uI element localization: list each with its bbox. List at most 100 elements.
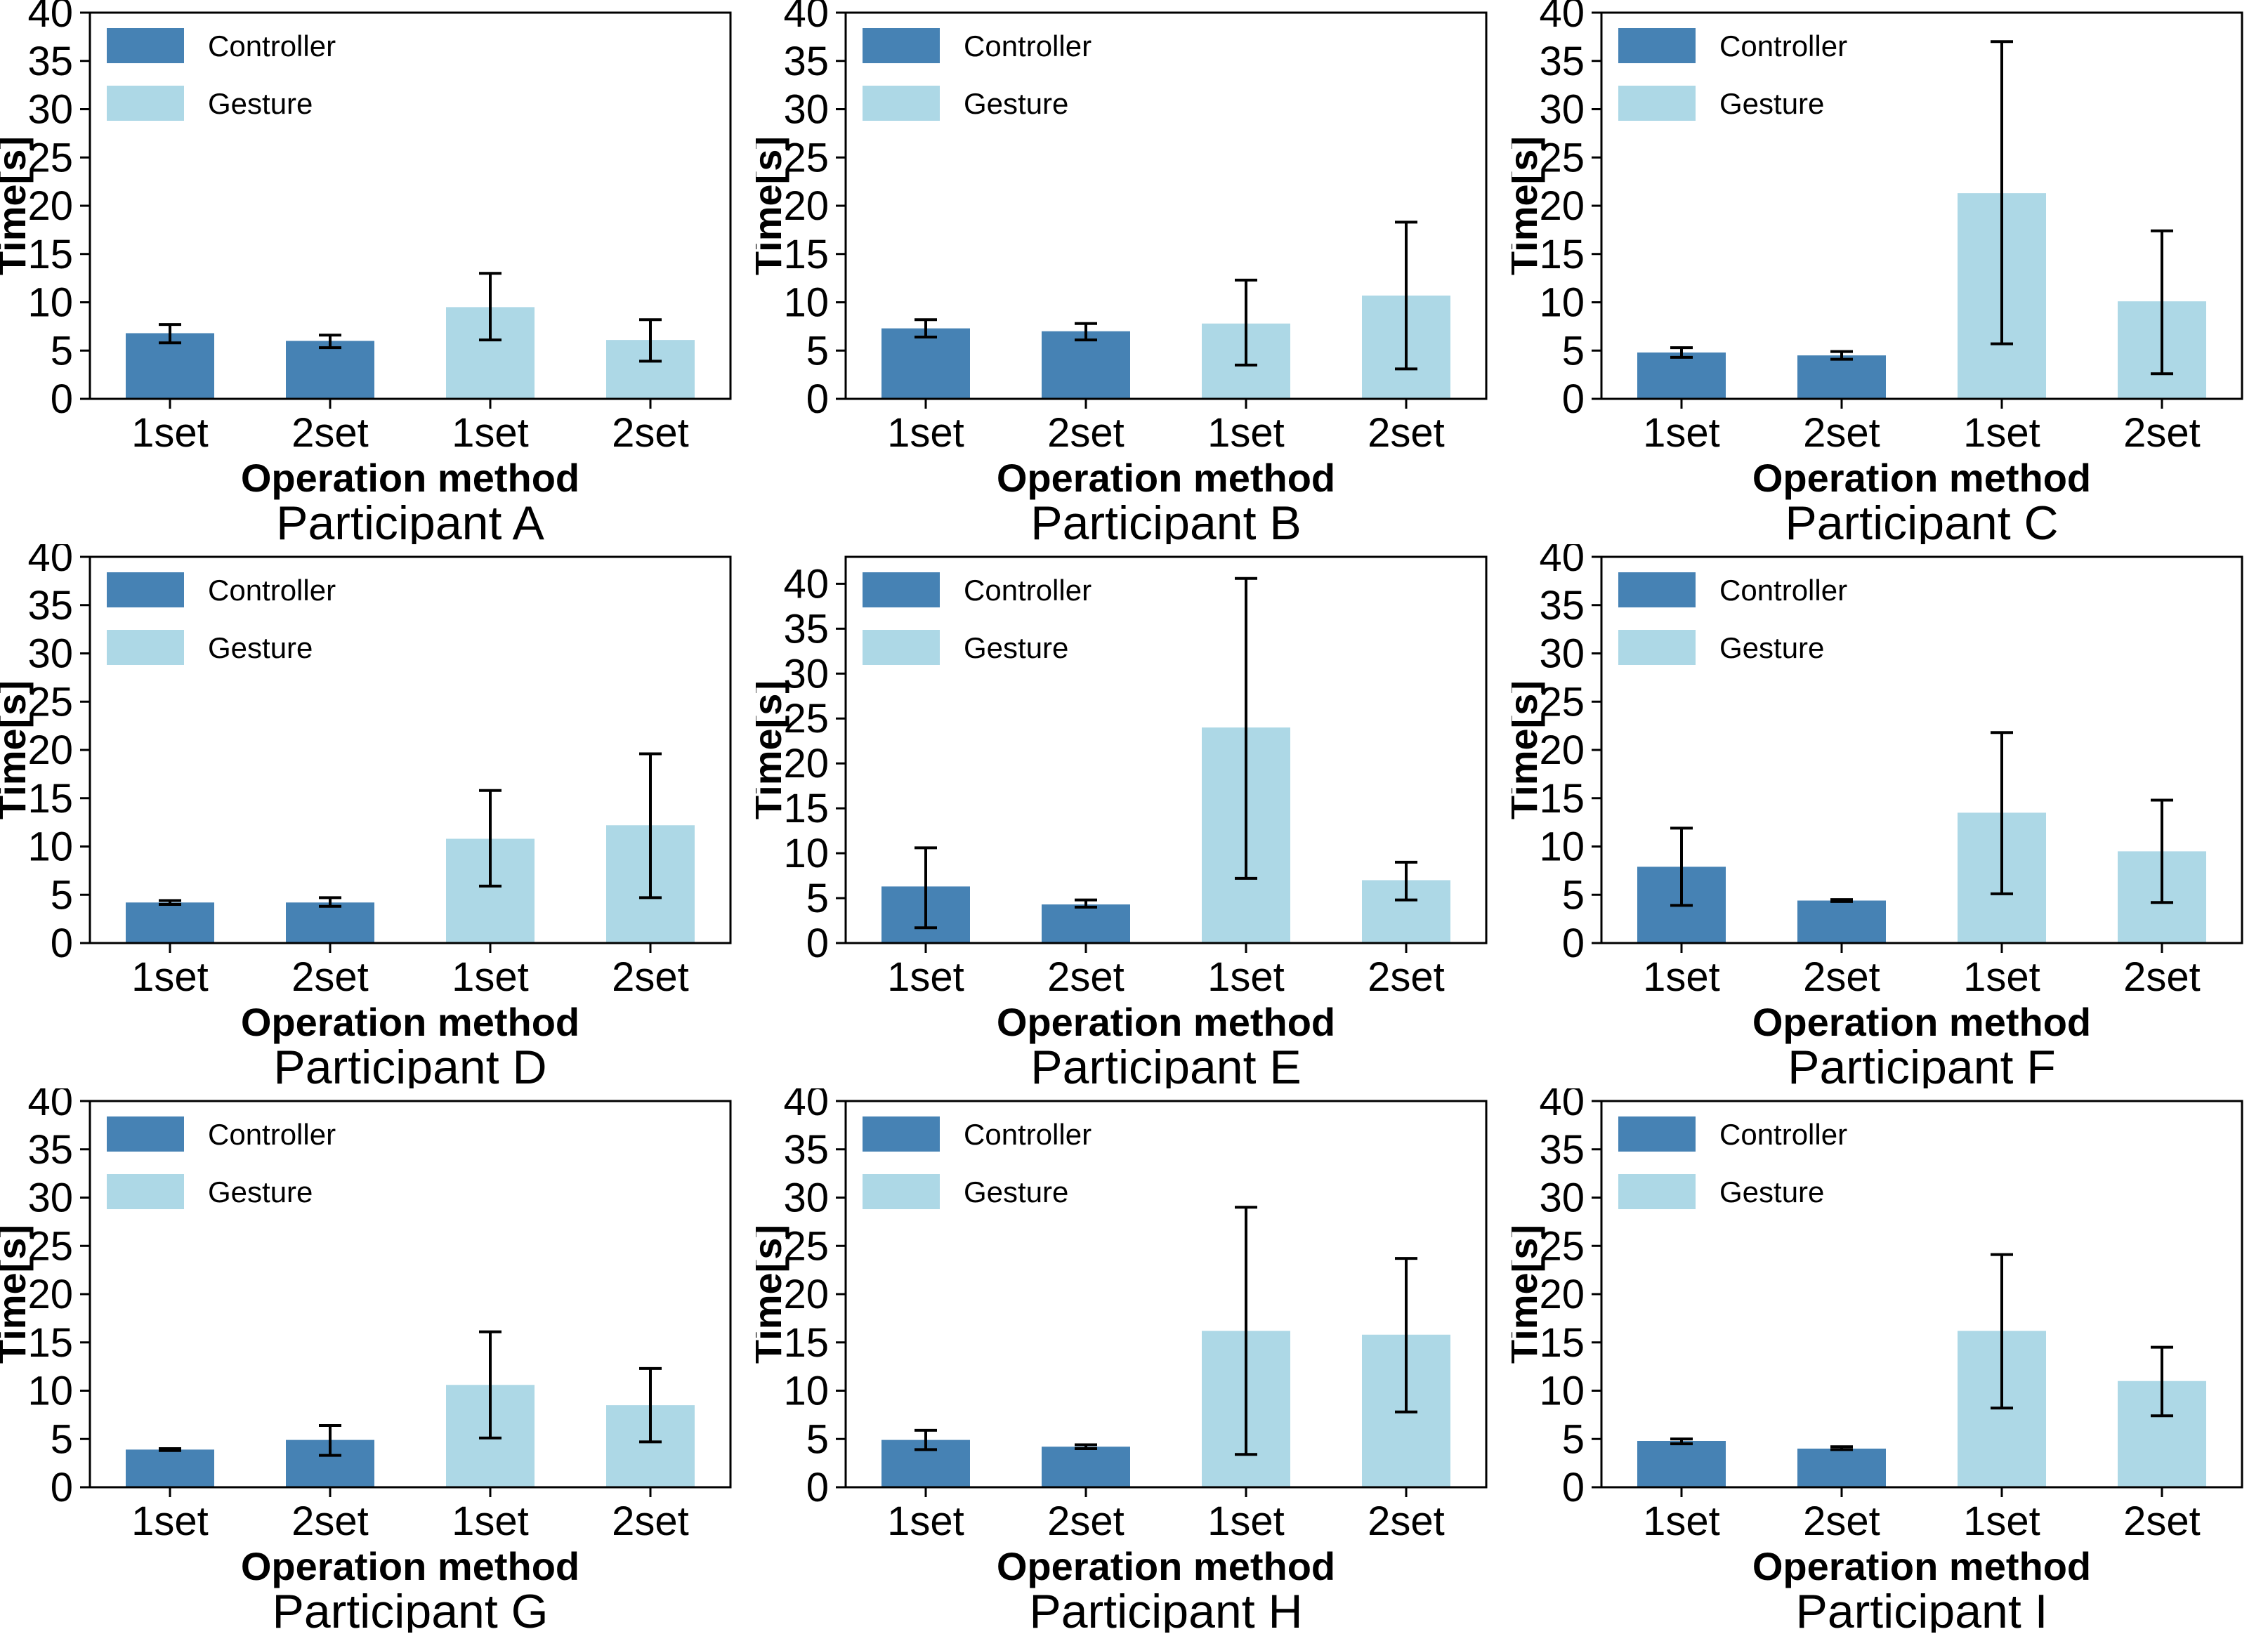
x-tick-label: 2set (291, 410, 369, 456)
legend-swatch-gesture (1618, 630, 1696, 665)
participant-chart-f: 0 5 10 15 20 25 30 35 40 Time[s] 1set 2set 1set 2set O… (1512, 544, 2267, 1088)
y-tick-label: 10 (27, 280, 73, 326)
participant-chart-a: 0 5 10 15 20 25 30 35 40 Time[s] 1set 2set 1set 2set O… (0, 0, 756, 544)
legend-swatch-gesture (863, 1174, 940, 1209)
x-tick-label: 2set (2123, 1498, 2201, 1544)
bar-controller-2set (1797, 900, 1886, 943)
x-tick-label: 2set (2123, 954, 2201, 1000)
legend-label: Controller (208, 29, 336, 62)
y-tick-label: 20 (783, 1272, 829, 1317)
legend-swatch-controller (1618, 1116, 1696, 1152)
x-tick-label: 2set (2123, 410, 2201, 456)
y-tick-label: 15 (27, 232, 73, 277)
plot-frame (844, 555, 1488, 944)
y-tick-label: 40 (1539, 544, 1585, 580)
y-tick-label: 40 (27, 544, 73, 580)
y-tick-label: 25 (783, 696, 829, 742)
y-tick-label: 30 (27, 87, 73, 133)
y-tick-label: 30 (1539, 631, 1585, 677)
chart-title: Participant F (1788, 1041, 2056, 1088)
y-axis-label: Time[s] (0, 136, 34, 275)
x-tick-label: 1set (887, 410, 964, 456)
legend-label: Gesture (964, 1175, 1068, 1208)
legend-label: Controller (1719, 1118, 1847, 1151)
legend-label: Controller (964, 1118, 1092, 1151)
y-tick-label: 35 (1539, 583, 1585, 628)
legend-swatch-controller (1618, 572, 1696, 607)
legend-swatch-gesture (107, 1174, 184, 1209)
legend-swatch-gesture (107, 630, 184, 665)
bar-controller-2set (1042, 331, 1130, 399)
y-tick-label: 35 (783, 39, 829, 84)
x-tick-label: 1set (1207, 410, 1285, 456)
y-tick-label: 20 (27, 727, 73, 773)
y-tick-label: 0 (1562, 376, 1585, 422)
y-tick-label: 30 (27, 1175, 73, 1221)
x-tick-label: 1set (452, 410, 529, 456)
y-tick-label: 25 (783, 135, 829, 180)
y-tick-label: 10 (1539, 1369, 1585, 1414)
y-axis-label: Time[s] (0, 1225, 34, 1364)
y-tick-label: 10 (27, 1369, 73, 1414)
participant-chart-h: 0 5 10 15 20 25 30 35 40 Time[s] 1set 2set 1set 2set O… (756, 1088, 1512, 1633)
x-tick-label: 1set (1963, 410, 2040, 456)
chart-title: Participant I (1795, 1585, 2047, 1633)
x-tick-label: 1set (887, 1498, 964, 1544)
y-tick-label: 0 (51, 1465, 73, 1510)
legend-swatch-gesture (107, 86, 184, 121)
y-tick-label: 15 (27, 1320, 73, 1366)
bar-controller-2set (286, 902, 374, 943)
legend-label: Controller (208, 574, 336, 607)
x-axis-label: Operation method (241, 1544, 579, 1588)
y-tick-label: 40 (783, 1088, 829, 1124)
y-tick-label: 0 (806, 1465, 829, 1510)
legend-swatch-gesture (1618, 86, 1696, 121)
y-tick-label: 35 (783, 606, 829, 652)
x-axis-label: Operation method (241, 1000, 579, 1044)
y-tick-label: 40 (27, 1088, 73, 1124)
x-tick-label: 2set (612, 1498, 689, 1544)
x-tick-label: 2set (1803, 1498, 1880, 1544)
chart-title: Participant A (276, 496, 544, 544)
x-axis-label: Operation method (997, 1544, 1335, 1588)
participant-chart-e: 0 5 10 15 20 25 30 35 40 Time[s] 1set 2set 1set 2set O… (756, 544, 1512, 1088)
legend-swatch-controller (107, 28, 184, 63)
legend-swatch-controller (1618, 28, 1696, 63)
x-axis-label: Operation method (1752, 456, 2091, 500)
legend-label: Gesture (1719, 1175, 1824, 1208)
x-tick-label: 1set (452, 954, 529, 1000)
bar-controller-2set (1042, 1447, 1130, 1487)
bar-controller-2set (286, 341, 374, 399)
x-tick-label: 2set (291, 1498, 369, 1544)
legend-swatch-controller (863, 572, 940, 607)
participant-chart-g: 0 5 10 15 20 25 30 35 40 Time[s] 1set 2set 1set 2set O… (0, 1088, 756, 1633)
y-tick-label: 0 (806, 921, 829, 966)
y-tick-label: 40 (27, 0, 73, 36)
legend-swatch-gesture (863, 86, 940, 121)
y-tick-label: 20 (27, 183, 73, 229)
x-tick-label: 1set (1207, 1498, 1285, 1544)
y-tick-label: 5 (806, 328, 829, 374)
y-tick-label: 5 (1562, 328, 1585, 374)
x-tick-label: 2set (612, 954, 689, 1000)
bar-controller-2set (1797, 355, 1886, 399)
y-tick-label: 30 (1539, 1175, 1585, 1221)
x-tick-label: 1set (1643, 954, 1720, 1000)
bar-controller-1set (1637, 1441, 1726, 1487)
y-tick-label: 35 (27, 1127, 73, 1173)
x-tick-label: 2set (1803, 410, 1880, 456)
x-tick-label: 2set (1368, 410, 1445, 456)
legend-label: Gesture (964, 87, 1068, 120)
y-tick-label: 10 (783, 1369, 829, 1414)
y-tick-label: 40 (1539, 0, 1585, 36)
y-tick-label: 0 (51, 376, 73, 422)
legend-label: Gesture (1719, 87, 1824, 120)
x-tick-label: 2set (1047, 1498, 1125, 1544)
y-tick-label: 35 (1539, 39, 1585, 84)
